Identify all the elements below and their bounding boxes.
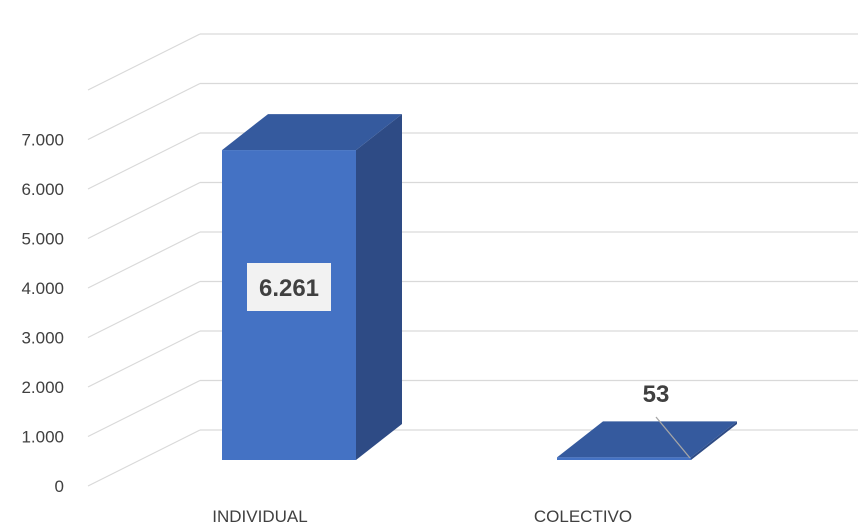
- x-axis-categories: INDIVIDUAL COLECTIVO: [212, 507, 632, 526]
- gridline-diagonal: [87, 231, 201, 289]
- y-tick-label: 0: [55, 477, 64, 496]
- y-axis-ticks: 0 1.000 2.000 3.000 4.000 5.000 6.000 7.000: [21, 131, 64, 497]
- gridline-diagonal: [87, 280, 201, 339]
- y-tick-label: 5.000: [21, 230, 64, 249]
- bar-side-face: [691, 421, 737, 460]
- gridline-diagonal: [87, 181, 201, 240]
- y-tick-label: 2.000: [21, 378, 64, 397]
- y-tick-label: 6.000: [21, 180, 64, 199]
- bar-colectivo: [557, 421, 737, 460]
- bar-top-face: [557, 421, 737, 458]
- y-tick-label: 4.000: [21, 279, 64, 298]
- gridline-diagonal: [87, 82, 201, 141]
- x-category-label: COLECTIVO: [534, 507, 632, 526]
- data-label-leader-line: [655, 416, 691, 459]
- bar-side-face: [356, 114, 402, 460]
- data-label-box: [247, 263, 331, 311]
- gridline-diagonal: [87, 132, 201, 190]
- data-label: 53: [643, 381, 670, 408]
- y-tick-label: 7.000: [21, 131, 64, 150]
- gridline-diagonal: [87, 429, 201, 487]
- y-tick-label: 1.000: [21, 428, 64, 447]
- gridline-diagonal: [87, 330, 201, 388]
- x-category-label: INDIVIDUAL: [212, 507, 307, 526]
- gridline-diagonal: [87, 33, 201, 91]
- data-label: 6.261: [259, 275, 319, 302]
- gridlines: [87, 33, 858, 487]
- gridline-diagonal: [87, 379, 201, 438]
- y-tick-label: 3.000: [21, 329, 64, 348]
- bar-top-face: [222, 114, 402, 151]
- bar-front-face: [557, 457, 691, 460]
- data-labels: 6.261 53: [247, 263, 691, 459]
